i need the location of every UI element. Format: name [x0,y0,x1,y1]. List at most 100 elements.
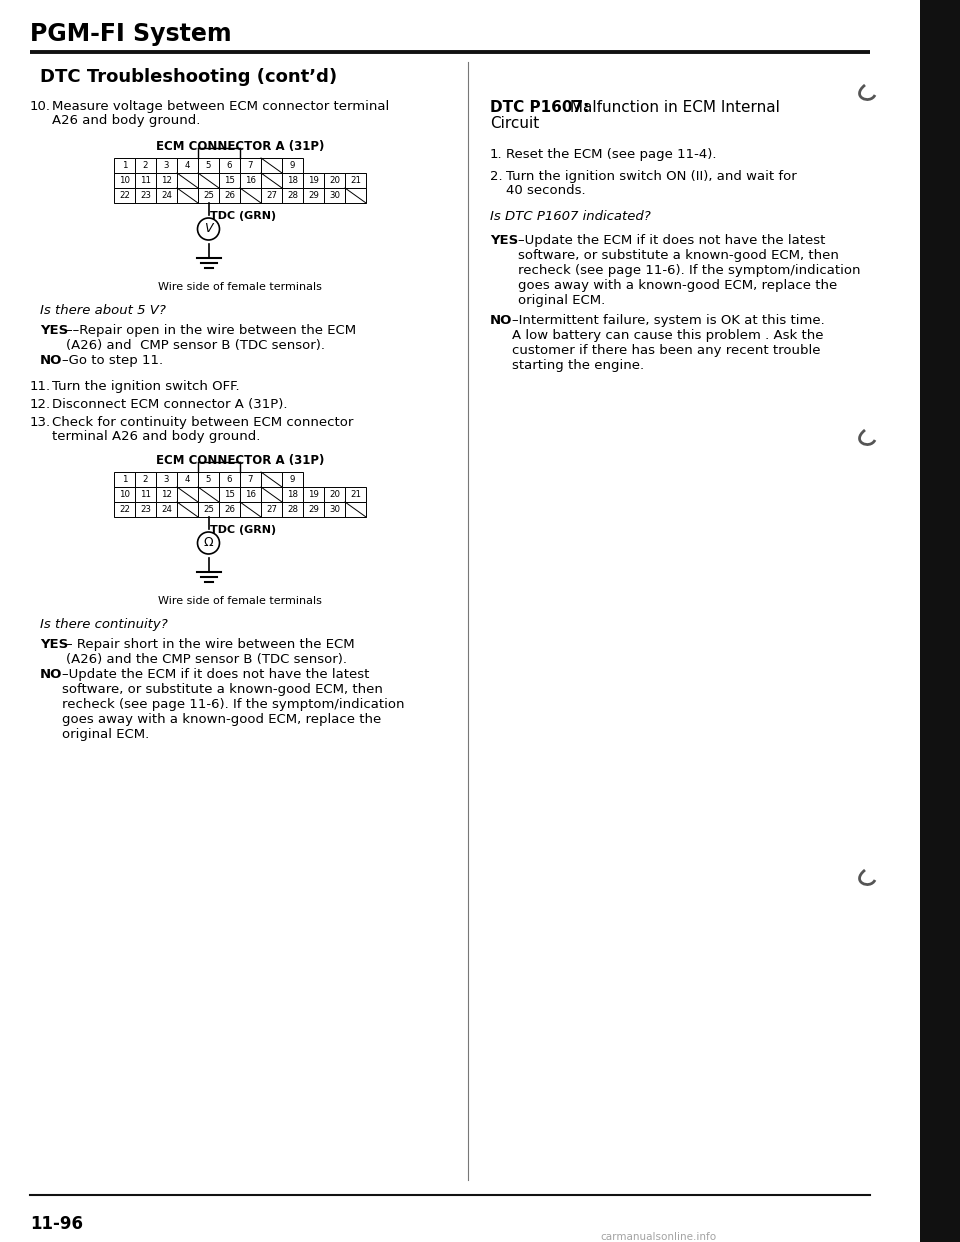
Bar [282,173,303,188]
Bar [156,502,177,517]
Text: 22: 22 [119,505,130,514]
Bar [324,188,345,202]
Text: DTC P1607:: DTC P1607: [490,101,589,116]
Bar [282,502,303,517]
Text: 2: 2 [143,161,148,170]
Bar [156,487,177,502]
Text: 4: 4 [184,474,190,484]
Text: 18: 18 [287,491,298,499]
Bar [324,502,345,517]
Bar [261,173,282,188]
Bar [261,472,282,487]
Bar [114,472,135,487]
Bar [345,502,366,517]
Text: 10: 10 [119,176,130,185]
Bar [345,487,366,502]
Text: Is there continuity?: Is there continuity? [40,619,168,631]
Text: 4: 4 [184,161,190,170]
Text: – Repair short in the wire between the ECM
(A26) and the CMP sensor B (TDC senso: – Repair short in the wire between the E… [66,638,354,666]
Text: NO: NO [40,354,62,366]
Bar [282,158,303,173]
Bar [135,173,156,188]
Text: 26: 26 [224,505,235,514]
Bar [114,173,135,188]
Bar [303,188,324,202]
Text: 6: 6 [227,474,232,484]
Text: 6: 6 [227,161,232,170]
Text: 1: 1 [122,161,128,170]
Text: NO: NO [490,314,513,327]
Bar [219,487,240,502]
Text: 40 seconds.: 40 seconds. [506,184,586,197]
Bar [282,472,303,487]
Bar [198,188,219,202]
Text: Turn the ignition switch ON (II), and wait for: Turn the ignition switch ON (II), and wa… [506,170,797,183]
Text: 1.: 1. [490,148,503,161]
Bar [114,502,135,517]
Text: 27: 27 [266,505,277,514]
Bar [177,188,198,202]
Text: 22: 22 [119,191,130,200]
Text: Disconnect ECM connector A (31P).: Disconnect ECM connector A (31P). [52,397,287,411]
Text: 26: 26 [224,191,235,200]
Text: YES: YES [40,324,68,337]
Text: YES: YES [490,233,518,247]
Bar [135,188,156,202]
Text: DTC Troubleshooting (cont’d): DTC Troubleshooting (cont’d) [40,68,337,86]
Bar [240,502,261,517]
Bar [303,173,324,188]
Text: –Intermittent failure, system is OK at this time.
A low battery can cause this p: –Intermittent failure, system is OK at t… [512,314,825,373]
Text: TDC (GRN): TDC (GRN) [210,525,276,535]
Text: Measure voltage between ECM connector terminal: Measure voltage between ECM connector te… [52,101,389,113]
Text: NO: NO [40,668,62,681]
Bar [198,487,219,502]
Bar [240,173,261,188]
Text: 15: 15 [224,176,235,185]
Bar [345,188,366,202]
Text: 11: 11 [140,176,151,185]
Bar [156,188,177,202]
Text: 11-96: 11-96 [30,1215,83,1233]
Text: Check for continuity between ECM connector: Check for continuity between ECM connect… [52,416,353,428]
Text: Is there about 5 V?: Is there about 5 V? [40,304,166,317]
Text: 7: 7 [248,474,253,484]
Text: 27: 27 [266,191,277,200]
Text: 25: 25 [203,191,214,200]
Bar [282,487,303,502]
Text: 2: 2 [143,474,148,484]
Text: 7: 7 [248,161,253,170]
Text: 16: 16 [245,176,256,185]
Bar [156,158,177,173]
Bar [135,472,156,487]
Text: 12: 12 [161,491,172,499]
Text: 20: 20 [329,491,340,499]
Bar [135,158,156,173]
Text: 16: 16 [245,491,256,499]
Text: –Update the ECM if it does not have the latest
software, or substitute a known-g: –Update the ECM if it does not have the … [62,668,404,741]
Text: 28: 28 [287,505,298,514]
Text: 25: 25 [203,505,214,514]
Text: 30: 30 [329,505,340,514]
Bar [219,158,240,173]
Text: 24: 24 [161,191,172,200]
Text: Ω: Ω [204,537,213,549]
Text: Reset the ECM (see page 11-4).: Reset the ECM (see page 11-4). [506,148,716,161]
Text: ECM CONNECTOR A (31P): ECM CONNECTOR A (31P) [156,455,324,467]
Text: –Update the ECM if it does not have the latest
software, or substitute a known-g: –Update the ECM if it does not have the … [518,233,860,307]
Text: 29: 29 [308,191,319,200]
Bar [198,158,219,173]
Text: 18: 18 [287,176,298,185]
Text: 23: 23 [140,191,151,200]
Text: –Go to step 11.: –Go to step 11. [62,354,163,366]
Bar [282,188,303,202]
Bar [198,502,219,517]
Text: A26 and body ground.: A26 and body ground. [52,114,201,127]
Text: Malfunction in ECM Internal: Malfunction in ECM Internal [565,101,780,116]
Text: 9: 9 [290,161,295,170]
Text: carmanualsonline.info: carmanualsonline.info [600,1232,716,1242]
FancyBboxPatch shape [927,422,960,468]
Bar [114,158,135,173]
Text: ––Repair open in the wire between the ECM
(A26) and  CMP sensor B (TDC sensor).: ––Repair open in the wire between the EC… [66,324,356,351]
Text: 3: 3 [164,161,169,170]
Bar [219,472,240,487]
